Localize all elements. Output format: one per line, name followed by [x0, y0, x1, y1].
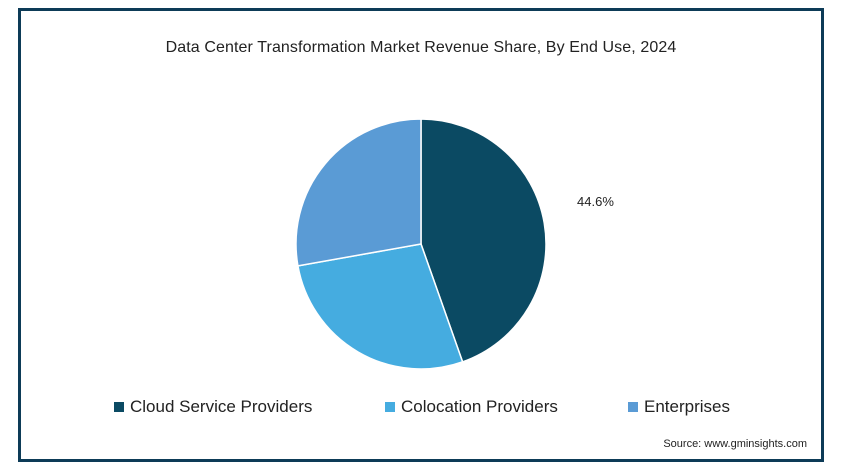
legend-swatch — [114, 402, 124, 412]
legend-swatch — [385, 402, 395, 412]
source-note: Source: www.gminsights.com — [663, 438, 807, 450]
chart-title: Data Center Transformation Market Revenu… — [165, 39, 677, 56]
legend-swatch — [628, 402, 638, 412]
legend-item-colocation-providers: Colocation Providers — [385, 397, 558, 417]
pie-slice-enterprises — [295, 118, 422, 267]
pie-chart: 44.6% — [295, 118, 614, 370]
pie-slice-colocation-providers — [297, 243, 464, 370]
legend-label: Enterprises — [644, 397, 730, 416]
legend-label: Cloud Service Providers — [130, 397, 313, 416]
chart-frame: Data Center Transformation Market Revenu… — [18, 8, 824, 462]
legend-item-cloud-service-providers: Cloud Service Providers — [114, 397, 312, 417]
legend-label: Colocation Providers — [401, 397, 558, 416]
legend: Cloud Service Providers Colocation Provi… — [21, 397, 821, 421]
legend-item-enterprises: Enterprises — [628, 397, 730, 417]
pie-slice-cloud-service-providers — [420, 118, 547, 363]
data-label: 44.6% — [577, 194, 614, 209]
